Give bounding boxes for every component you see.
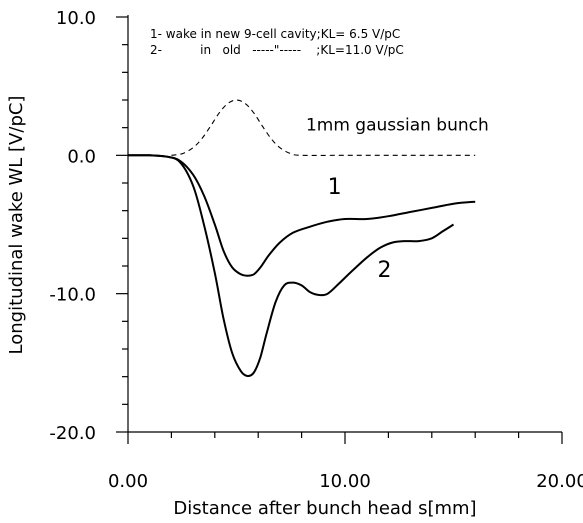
bunch-annotation: 1mm gaussian bunch xyxy=(306,115,489,135)
x-tick-label: 20.00 xyxy=(536,471,583,492)
y-tick-label: 0.0 xyxy=(67,146,96,167)
series-line-3 xyxy=(171,99,476,156)
legend-entry-2: 2- in old -----"----- ;KL=11.0 V/pC xyxy=(150,43,404,57)
axes xyxy=(127,15,562,433)
x-axis-label: Distance after bunch head s[mm] xyxy=(173,498,476,519)
series-layer xyxy=(127,99,476,378)
ticks: 10.0 0.0 -10.0 -20.0 0.00 10.00 20.00 xyxy=(49,8,583,492)
curve-label-2: 2 xyxy=(378,258,392,283)
y-tick-label: 10.0 xyxy=(56,8,96,29)
x-tick-label: 10.00 xyxy=(319,471,371,492)
curve-label-1: 1 xyxy=(328,175,342,200)
series-line-1 xyxy=(127,154,476,277)
y-tick-label: -10.0 xyxy=(49,285,96,306)
x-tick-label: 0.00 xyxy=(108,471,148,492)
y-tick-label: -20.0 xyxy=(49,423,96,444)
y-axis-label: Longitudinal wake WL [V/pC] xyxy=(6,96,27,355)
series-line-2 xyxy=(127,154,455,378)
legend-entry-1: 1- wake in new 9-cell cavity;KL= 6.5 V/p… xyxy=(150,27,400,41)
labels-layer: 12 xyxy=(328,175,392,283)
